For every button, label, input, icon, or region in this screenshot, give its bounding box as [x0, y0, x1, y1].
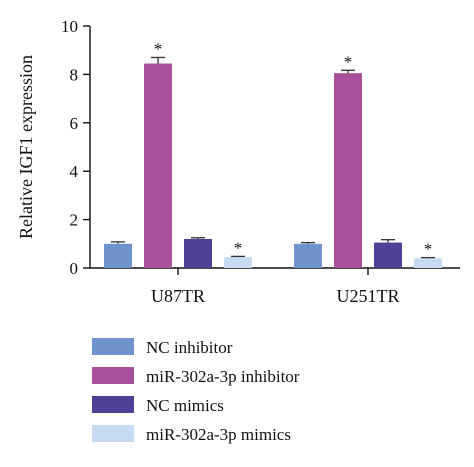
legend: NC inhibitor miR-302a-3p inhibitor NC mimi… [92, 338, 300, 444]
bar [184, 238, 212, 268]
legend-swatch [92, 425, 134, 442]
bar [144, 63, 172, 269]
plot-area: 0 2 4 6 8 10 * * U87TR * * U251TR [61, 17, 460, 306]
y-tick-label: 10 [61, 17, 78, 36]
legend-swatch [92, 338, 134, 355]
significance-star: * [344, 52, 353, 71]
y-tick-label: 4 [70, 162, 79, 181]
significance-star: * [424, 240, 433, 259]
bar [104, 243, 132, 268]
significance-star: * [234, 238, 243, 257]
bar [294, 243, 322, 268]
legend-label: NC inhibitor [146, 338, 233, 357]
y-tick-label: 8 [70, 65, 79, 84]
y-tick-label: 2 [70, 211, 79, 230]
significance-star: * [154, 39, 163, 58]
legend-label: miR-302a-3p inhibitor [146, 367, 300, 386]
x-category-label: U251TR [337, 286, 400, 306]
y-axis-label: Relative IGF1 expression [16, 55, 36, 239]
legend-swatch [92, 367, 134, 384]
x-category-label: U87TR [151, 286, 205, 306]
bar [224, 257, 252, 268]
bar [334, 73, 362, 268]
y-tick-label: 0 [70, 259, 79, 278]
y-tick-label: 6 [70, 114, 79, 133]
bar [374, 242, 402, 268]
legend-swatch [92, 396, 134, 413]
bar [414, 258, 442, 268]
legend-label: NC mimics [146, 396, 224, 415]
legend-label: miR-302a-3p mimics [146, 425, 291, 444]
